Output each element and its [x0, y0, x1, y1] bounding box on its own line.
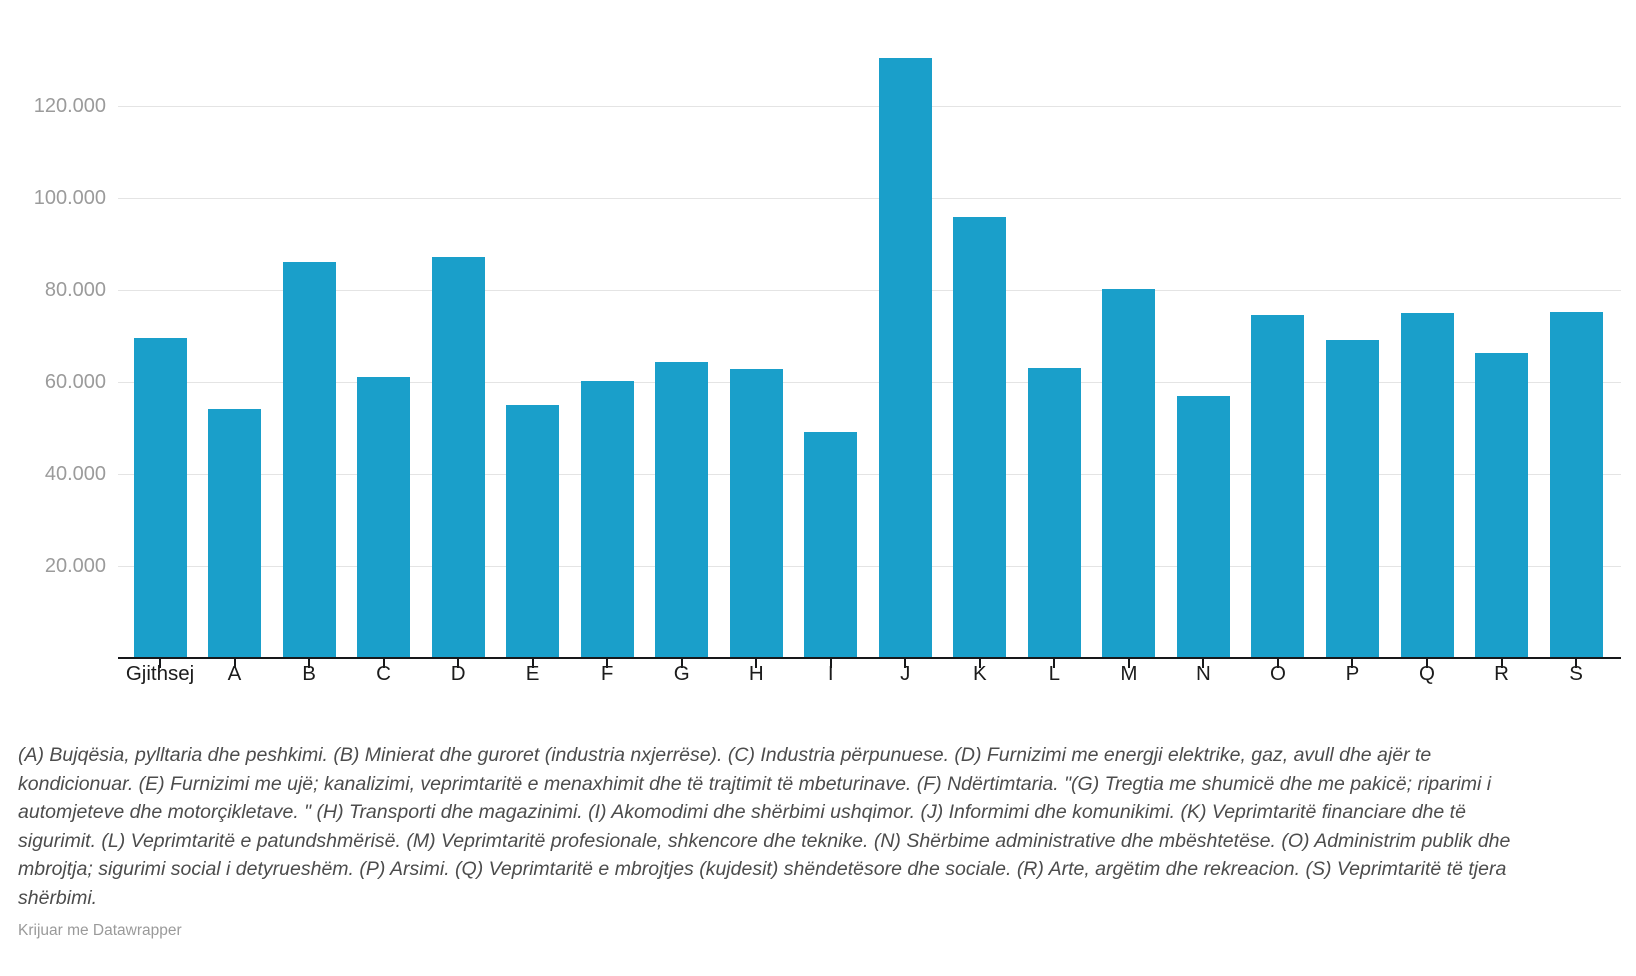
x-axis-tick [1351, 659, 1354, 668]
x-axis-label-e: E [525, 662, 540, 685]
x-axis-label-s: S [1569, 662, 1583, 685]
x-axis-label-h: H [748, 662, 764, 685]
x-axis-label-g: G [673, 662, 690, 685]
gridline [118, 382, 1621, 383]
x-axis-label-p: P [1345, 662, 1360, 685]
x-axis-tick [531, 659, 534, 668]
x-axis-tick [1500, 659, 1503, 668]
bar-m[interactable] [1102, 289, 1156, 658]
x-axis-tick [606, 659, 609, 668]
bar-e[interactable] [506, 405, 560, 658]
bar-q[interactable] [1400, 313, 1454, 658]
x-axis-tick [904, 659, 907, 668]
x-axis-tick [382, 659, 385, 668]
gridline [118, 474, 1621, 475]
x-axis-tick [159, 659, 161, 668]
gridline [118, 290, 1621, 291]
x-axis-tick [829, 659, 832, 668]
y-axis-tick-label: 60.000 [44, 371, 106, 393]
x-axis-tick [1426, 659, 1428, 668]
y-axis-tick-label: 120.000 [33, 95, 106, 117]
x-axis-label-o: O [1269, 662, 1286, 685]
bar-b[interactable] [282, 262, 336, 658]
bar-o[interactable] [1251, 315, 1305, 658]
bar-l[interactable] [1027, 367, 1081, 658]
y-axis-tick-label: 80.000 [44, 279, 106, 301]
bar-n[interactable] [1176, 396, 1230, 658]
x-axis-tick [680, 659, 683, 668]
x-axis-tick [1053, 659, 1056, 668]
x-axis-line [118, 656, 1621, 659]
x-axis-tick [457, 659, 460, 668]
gridline [118, 106, 1621, 107]
bar-g[interactable] [655, 362, 709, 658]
category-legend-footnote: (A) Bujqësia, pylltaria dhe peshkimi. (B… [18, 744, 1511, 909]
y-axis-tick-label: 20.000 [44, 555, 106, 577]
x-axis-tick [1202, 659, 1205, 668]
x-axis-label-l: L [1048, 662, 1061, 685]
x-axis-tick [1276, 659, 1279, 668]
x-axis-label-r: R [1494, 662, 1509, 685]
bar-gjithsej[interactable] [133, 338, 187, 658]
bar-k[interactable] [953, 217, 1007, 658]
x-axis-label-j: J [900, 662, 911, 685]
bar-chart: 20.000 40.000 60.000 80.000 100.000 120.000 G… [33, 58, 1621, 685]
x-axis-label-q: Q [1419, 662, 1435, 685]
x-axis-tick [1127, 659, 1130, 668]
x-axis-label-d: D [450, 662, 466, 685]
x-axis-tick [755, 659, 758, 668]
x-axis-label-f: F [600, 662, 614, 685]
x-axis-label-gjithsej: Gjithsej [125, 662, 195, 685]
x-axis-label-b: B [302, 662, 316, 685]
x-axis-label-a: A [227, 662, 242, 685]
bar-a[interactable] [208, 408, 262, 658]
bar-c[interactable] [357, 377, 411, 658]
gridline [118, 566, 1621, 567]
bar-j[interactable] [878, 58, 932, 658]
x-axis-label-c: C [376, 662, 391, 685]
bar-i[interactable] [804, 432, 858, 658]
x-axis-tick [233, 659, 236, 668]
bar-r[interactable] [1475, 352, 1529, 658]
datawrapper-credit: Krijuar me Datawrapper [18, 922, 182, 939]
bar-f[interactable] [580, 380, 634, 658]
x-axis-tick [1575, 659, 1578, 668]
y-axis-tick-label: 40.000 [44, 463, 106, 485]
bar-d[interactable] [431, 257, 485, 658]
y-axis-tick-label: 100.000 [33, 187, 106, 209]
bar-h[interactable] [729, 369, 783, 658]
x-axis-tick [308, 659, 311, 668]
gridline [118, 198, 1621, 199]
bar-s[interactable] [1549, 312, 1603, 658]
x-axis-label-m: M [1120, 662, 1138, 685]
x-axis-tick [978, 659, 981, 668]
x-axis-label-k: K [972, 662, 987, 685]
x-axis-label-n: N [1196, 662, 1211, 685]
x-axis-label-i: I [827, 662, 834, 685]
bar-p[interactable] [1325, 339, 1379, 658]
